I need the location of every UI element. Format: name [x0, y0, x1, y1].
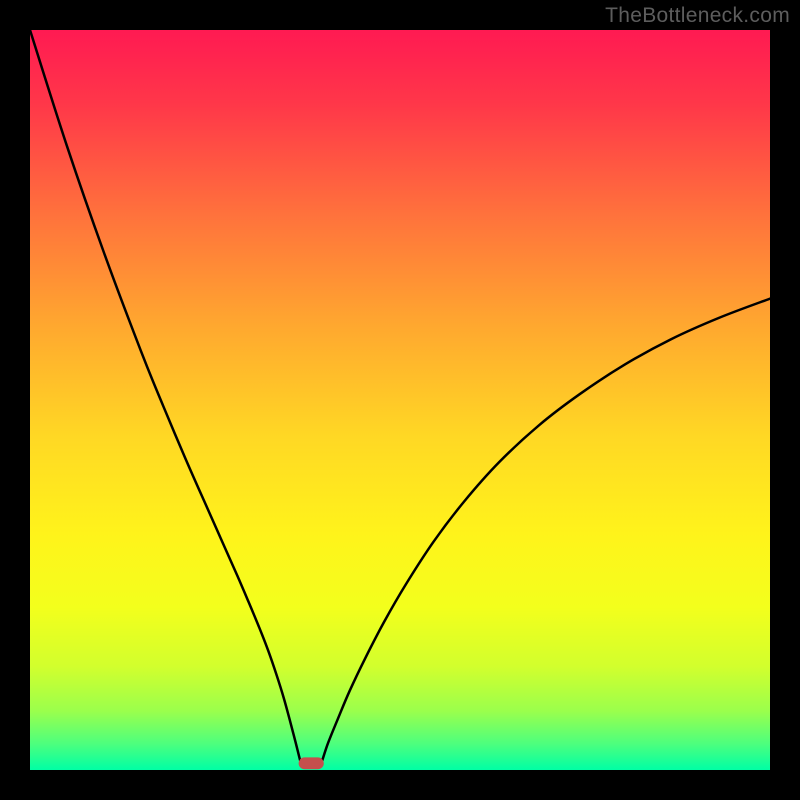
watermark-label: TheBottleneck.com [605, 4, 790, 28]
minimum-marker [299, 757, 324, 769]
gradient-background [30, 30, 770, 770]
plot-area [30, 30, 770, 770]
chart-frame: TheBottleneck.com [0, 0, 800, 800]
chart-svg [30, 30, 770, 770]
